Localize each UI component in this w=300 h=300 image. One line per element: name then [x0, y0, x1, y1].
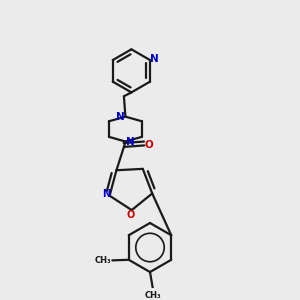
- Text: CH₃: CH₃: [145, 291, 161, 300]
- Text: N: N: [151, 54, 159, 64]
- Text: O: O: [126, 210, 134, 220]
- Text: N: N: [102, 189, 110, 199]
- Text: N: N: [126, 136, 135, 146]
- Text: N: N: [116, 112, 124, 122]
- Text: O: O: [145, 140, 153, 150]
- Text: CH₃: CH₃: [94, 256, 111, 265]
